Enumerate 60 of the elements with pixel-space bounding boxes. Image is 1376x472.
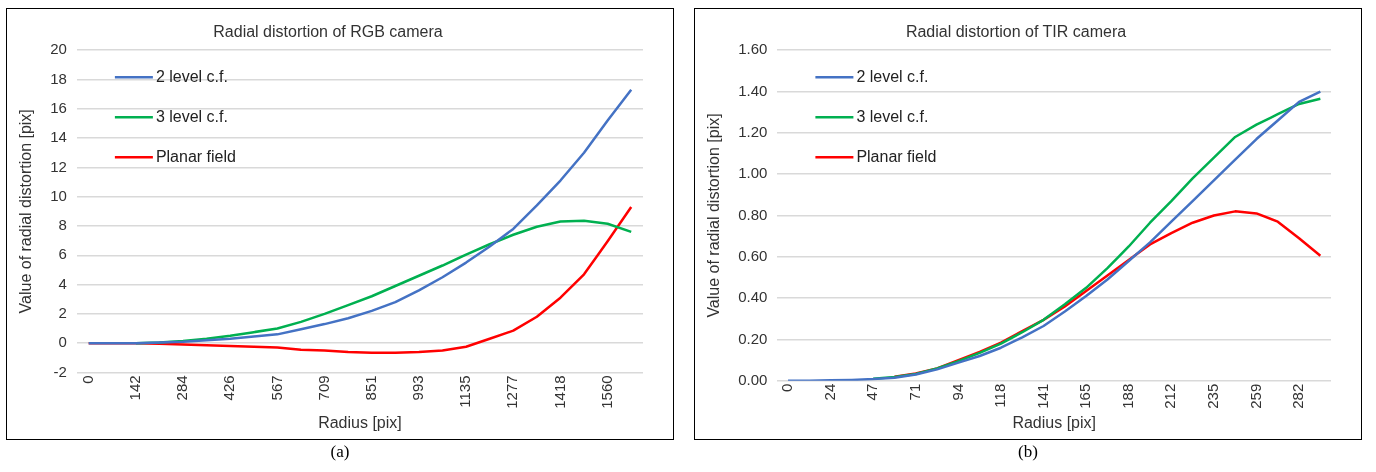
x-tick-label: 567 (267, 375, 285, 401)
x-tick-label: 24 (820, 383, 838, 401)
chart-title: Radial distortion of TIR camera (905, 23, 1127, 41)
x-tick-label: 94 (948, 383, 966, 401)
y-tick-label: 0.20 (738, 329, 768, 347)
y-tick-label: 18 (50, 69, 67, 87)
x-tick-label: 1418 (550, 375, 568, 409)
x-tick-label: 282 (1289, 383, 1307, 409)
y-tick-label: 1.40 (738, 81, 768, 99)
y-axis-title: Value of radial distortion [pix] (17, 109, 35, 314)
x-tick-label: 259 (1246, 383, 1264, 409)
x-tick-label: 118 (991, 383, 1009, 408)
chart-title: Radial distortion of RGB camera (213, 23, 443, 41)
text: (a) (330, 442, 350, 462)
x-tick-label: 1135 (456, 375, 474, 408)
x-tick-label: 142 (126, 375, 143, 401)
x-tick-label: 709 (314, 375, 332, 401)
y-tick-label: 0.40 (738, 288, 768, 306)
y-tick-label: 10 (50, 186, 67, 204)
x-tick-label: 0 (78, 375, 96, 384)
y-tick-label: 12 (50, 157, 67, 175)
legend-label: 3 level c.f. (155, 107, 228, 125)
y-tick-label: -2 (53, 362, 67, 380)
x-tick-label: 165 (1076, 383, 1094, 409)
y-tick-label: 0 (58, 333, 67, 351)
x-axis-title: Radius [pix] (318, 413, 402, 431)
x-tick-label: 0 (778, 383, 796, 393)
x-tick-label: 284 (173, 375, 191, 401)
y-tick-label: 14 (50, 128, 67, 146)
y-axis-title: Value of radial distortion [pix] (705, 113, 723, 318)
y-tick-label: 8 (58, 216, 67, 234)
y-tick-label: 1.60 (738, 40, 768, 58)
x-tick-label: 1560 (597, 375, 615, 409)
legend-label: Planar field (856, 147, 937, 165)
y-tick-label: 16 (50, 98, 67, 116)
x-tick-label: 851 (361, 375, 379, 401)
text: (b) (1018, 442, 1038, 462)
legend-label: Planar field (155, 147, 236, 165)
x-tick-label: 426 (220, 375, 238, 401)
legend-label: 3 level c.f. (856, 107, 929, 125)
x-axis-title: Radius [pix] (1012, 413, 1096, 431)
x-tick-label: 188 (1118, 383, 1136, 409)
y-tick-label: 1.00 (738, 164, 768, 182)
y-tick-label: 1.20 (738, 122, 768, 140)
x-tick-label: 71 (905, 383, 923, 401)
x-tick-label: 47 (863, 383, 881, 401)
y-tick-label: 6 (58, 245, 67, 263)
y-tick-label: 0.00 (738, 370, 768, 388)
x-tick-label: 993 (409, 375, 427, 401)
y-tick-label: 0.80 (738, 205, 768, 223)
legend-label: 2 level c.f. (856, 67, 929, 85)
x-tick-label: 141 (1033, 383, 1051, 409)
legend-label: 2 level c.f. (155, 67, 228, 85)
y-tick-label: 20 (50, 40, 67, 58)
x-tick-label: 212 (1161, 383, 1179, 409)
x-tick-label: 1277 (503, 375, 521, 409)
y-tick-label: 4 (58, 274, 67, 292)
y-tick-label: 2 (58, 303, 67, 321)
y-tick-label: 0.60 (738, 246, 768, 264)
x-tick-label: 235 (1204, 383, 1222, 409)
